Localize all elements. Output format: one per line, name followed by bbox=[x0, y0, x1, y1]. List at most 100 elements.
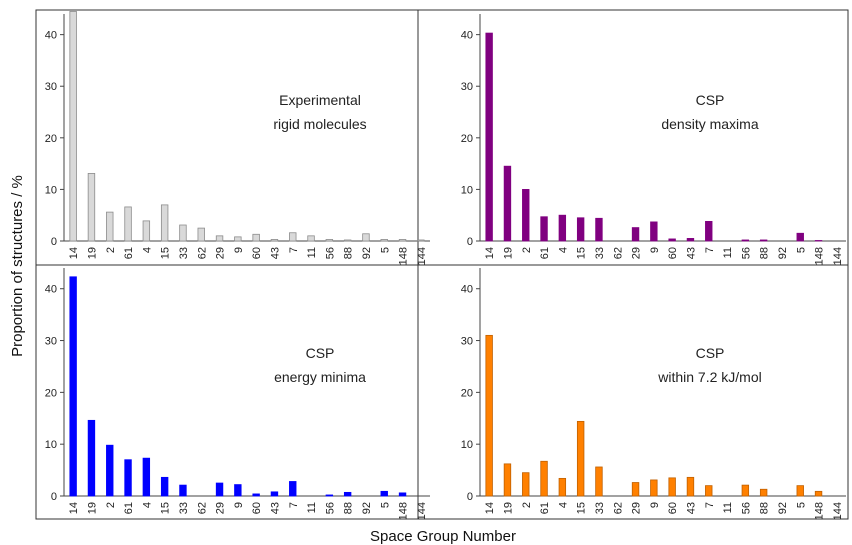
bar-sg-43 bbox=[686, 238, 695, 242]
bar-sg-9 bbox=[650, 221, 658, 242]
x-tick-label: 144 bbox=[832, 502, 844, 520]
x-tick-label: 7 bbox=[704, 502, 716, 508]
x-tick-label: 62 bbox=[196, 247, 208, 259]
bar-sg-60 bbox=[252, 233, 260, 242]
panel-annotation-line: within 7.2 kJ/mol bbox=[657, 369, 761, 385]
y-tick-label: 30 bbox=[461, 81, 473, 93]
y-axis-title: Proportion of structures / % bbox=[9, 175, 26, 357]
bar-sg-14 bbox=[69, 11, 77, 242]
x-tick-label: 88 bbox=[343, 502, 355, 514]
y-tick-label: 20 bbox=[461, 133, 473, 145]
bar-sg-9 bbox=[650, 479, 658, 497]
x-tick-label: 7 bbox=[288, 247, 300, 253]
bar-sg-7 bbox=[289, 232, 297, 242]
x-tick-label: 5 bbox=[379, 502, 391, 508]
bar-sg-148 bbox=[398, 239, 407, 242]
x-tick-label: 14 bbox=[484, 247, 496, 259]
bar-sg-88 bbox=[343, 239, 352, 242]
x-tick-label: 4 bbox=[141, 502, 153, 508]
bar-sg-15 bbox=[160, 476, 169, 497]
bar-sg-19 bbox=[503, 165, 512, 242]
panel-annotation-line: Experimental bbox=[279, 92, 361, 108]
x-tick-label: 15 bbox=[576, 247, 588, 259]
bar-sg-92 bbox=[362, 233, 370, 242]
x-tick-label: 92 bbox=[777, 247, 789, 259]
x-tick-label: 19 bbox=[86, 502, 98, 514]
y-tick-label: 20 bbox=[461, 387, 473, 399]
bar-sg-43 bbox=[270, 239, 279, 242]
bar-sg-14 bbox=[485, 334, 493, 497]
bar-sg-33 bbox=[595, 217, 603, 242]
panel-annotation-line: density maxima bbox=[661, 116, 758, 132]
panel-csp-energy-minima: 0 10 20 30 40 14 19 2 61 4 15 33 62 29 9 60 43 7 11 56 88 92 5… bbox=[45, 268, 430, 520]
y-tick-label: 40 bbox=[461, 30, 473, 42]
x-tick-label: 92 bbox=[361, 247, 373, 259]
bar-sg-5 bbox=[380, 239, 388, 242]
x-tick-label: 9 bbox=[649, 502, 661, 508]
panel-annotation-line: CSP bbox=[696, 92, 725, 108]
x-tick-label: 7 bbox=[704, 247, 716, 253]
bar-sg-88 bbox=[343, 491, 352, 497]
bar-sg-43 bbox=[270, 491, 279, 497]
bar-sg-7 bbox=[705, 485, 713, 497]
x-tick-label: 148 bbox=[814, 247, 826, 265]
bar-sg-60 bbox=[668, 238, 676, 242]
bar-sg-29 bbox=[631, 227, 640, 242]
x-tick-label: 33 bbox=[594, 502, 606, 514]
x-tick-label: 11 bbox=[722, 247, 734, 258]
y-tick-label: 30 bbox=[45, 336, 57, 348]
panel-annotation-line: CSP bbox=[696, 345, 725, 361]
panel-annotation-line: CSP bbox=[306, 345, 335, 361]
panel-frames bbox=[35, 9, 849, 520]
x-tick-label: 29 bbox=[215, 502, 227, 514]
x-tick-label: 43 bbox=[685, 502, 697, 514]
y-tick-label: 40 bbox=[45, 30, 57, 42]
x-tick-label: 60 bbox=[667, 247, 679, 259]
x-tick-label: 15 bbox=[160, 247, 172, 259]
x-tick-label: 9 bbox=[233, 502, 245, 508]
x-tick-label: 14 bbox=[68, 502, 80, 514]
bar-sg-7 bbox=[289, 481, 297, 497]
x-tick-label: 92 bbox=[361, 502, 373, 514]
y-tick-label: 0 bbox=[467, 491, 473, 503]
x-tick-label: 33 bbox=[178, 502, 190, 514]
bar-sg-33 bbox=[595, 466, 603, 497]
bar-sg-2 bbox=[106, 211, 114, 242]
bar-sg-5 bbox=[380, 490, 388, 497]
bar-sg-7 bbox=[705, 220, 713, 242]
x-tick-label: 88 bbox=[759, 247, 771, 259]
x-tick-label: 9 bbox=[649, 247, 661, 253]
bar-sg-56 bbox=[741, 484, 750, 497]
x-tick-label: 2 bbox=[105, 502, 117, 508]
x-tick-label: 33 bbox=[178, 247, 190, 259]
x-tick-label: 144 bbox=[416, 247, 428, 265]
bar-sg-14 bbox=[485, 32, 493, 242]
x-tick-label: 92 bbox=[777, 502, 789, 514]
bar-sg-5 bbox=[796, 232, 804, 242]
bar-sg-61 bbox=[540, 460, 548, 497]
bar-sg-19 bbox=[87, 419, 96, 497]
bar-sg-2 bbox=[106, 444, 114, 497]
x-tick-label: 148 bbox=[398, 247, 410, 265]
x-tick-label: 11 bbox=[306, 502, 318, 513]
x-tick-label: 2 bbox=[521, 247, 533, 253]
x-tick-label: 5 bbox=[795, 247, 807, 253]
x-tick-label: 11 bbox=[722, 502, 734, 513]
bar-sg-5 bbox=[796, 485, 804, 497]
x-tick-label: 4 bbox=[141, 247, 153, 253]
bar-sg-56 bbox=[325, 239, 334, 242]
x-tick-label: 88 bbox=[759, 502, 771, 514]
x-tick-label: 148 bbox=[814, 502, 826, 520]
bar-sg-4 bbox=[142, 220, 151, 242]
x-tick-label: 62 bbox=[612, 247, 624, 259]
bar-sg-29 bbox=[215, 482, 224, 497]
y-tick-label: 20 bbox=[45, 133, 57, 145]
bar-sg-9 bbox=[234, 484, 242, 497]
y-tick-label: 10 bbox=[45, 184, 57, 196]
bar-sg-148 bbox=[814, 240, 823, 242]
x-tick-label: 29 bbox=[631, 247, 643, 259]
x-tick-label: 88 bbox=[343, 247, 355, 259]
